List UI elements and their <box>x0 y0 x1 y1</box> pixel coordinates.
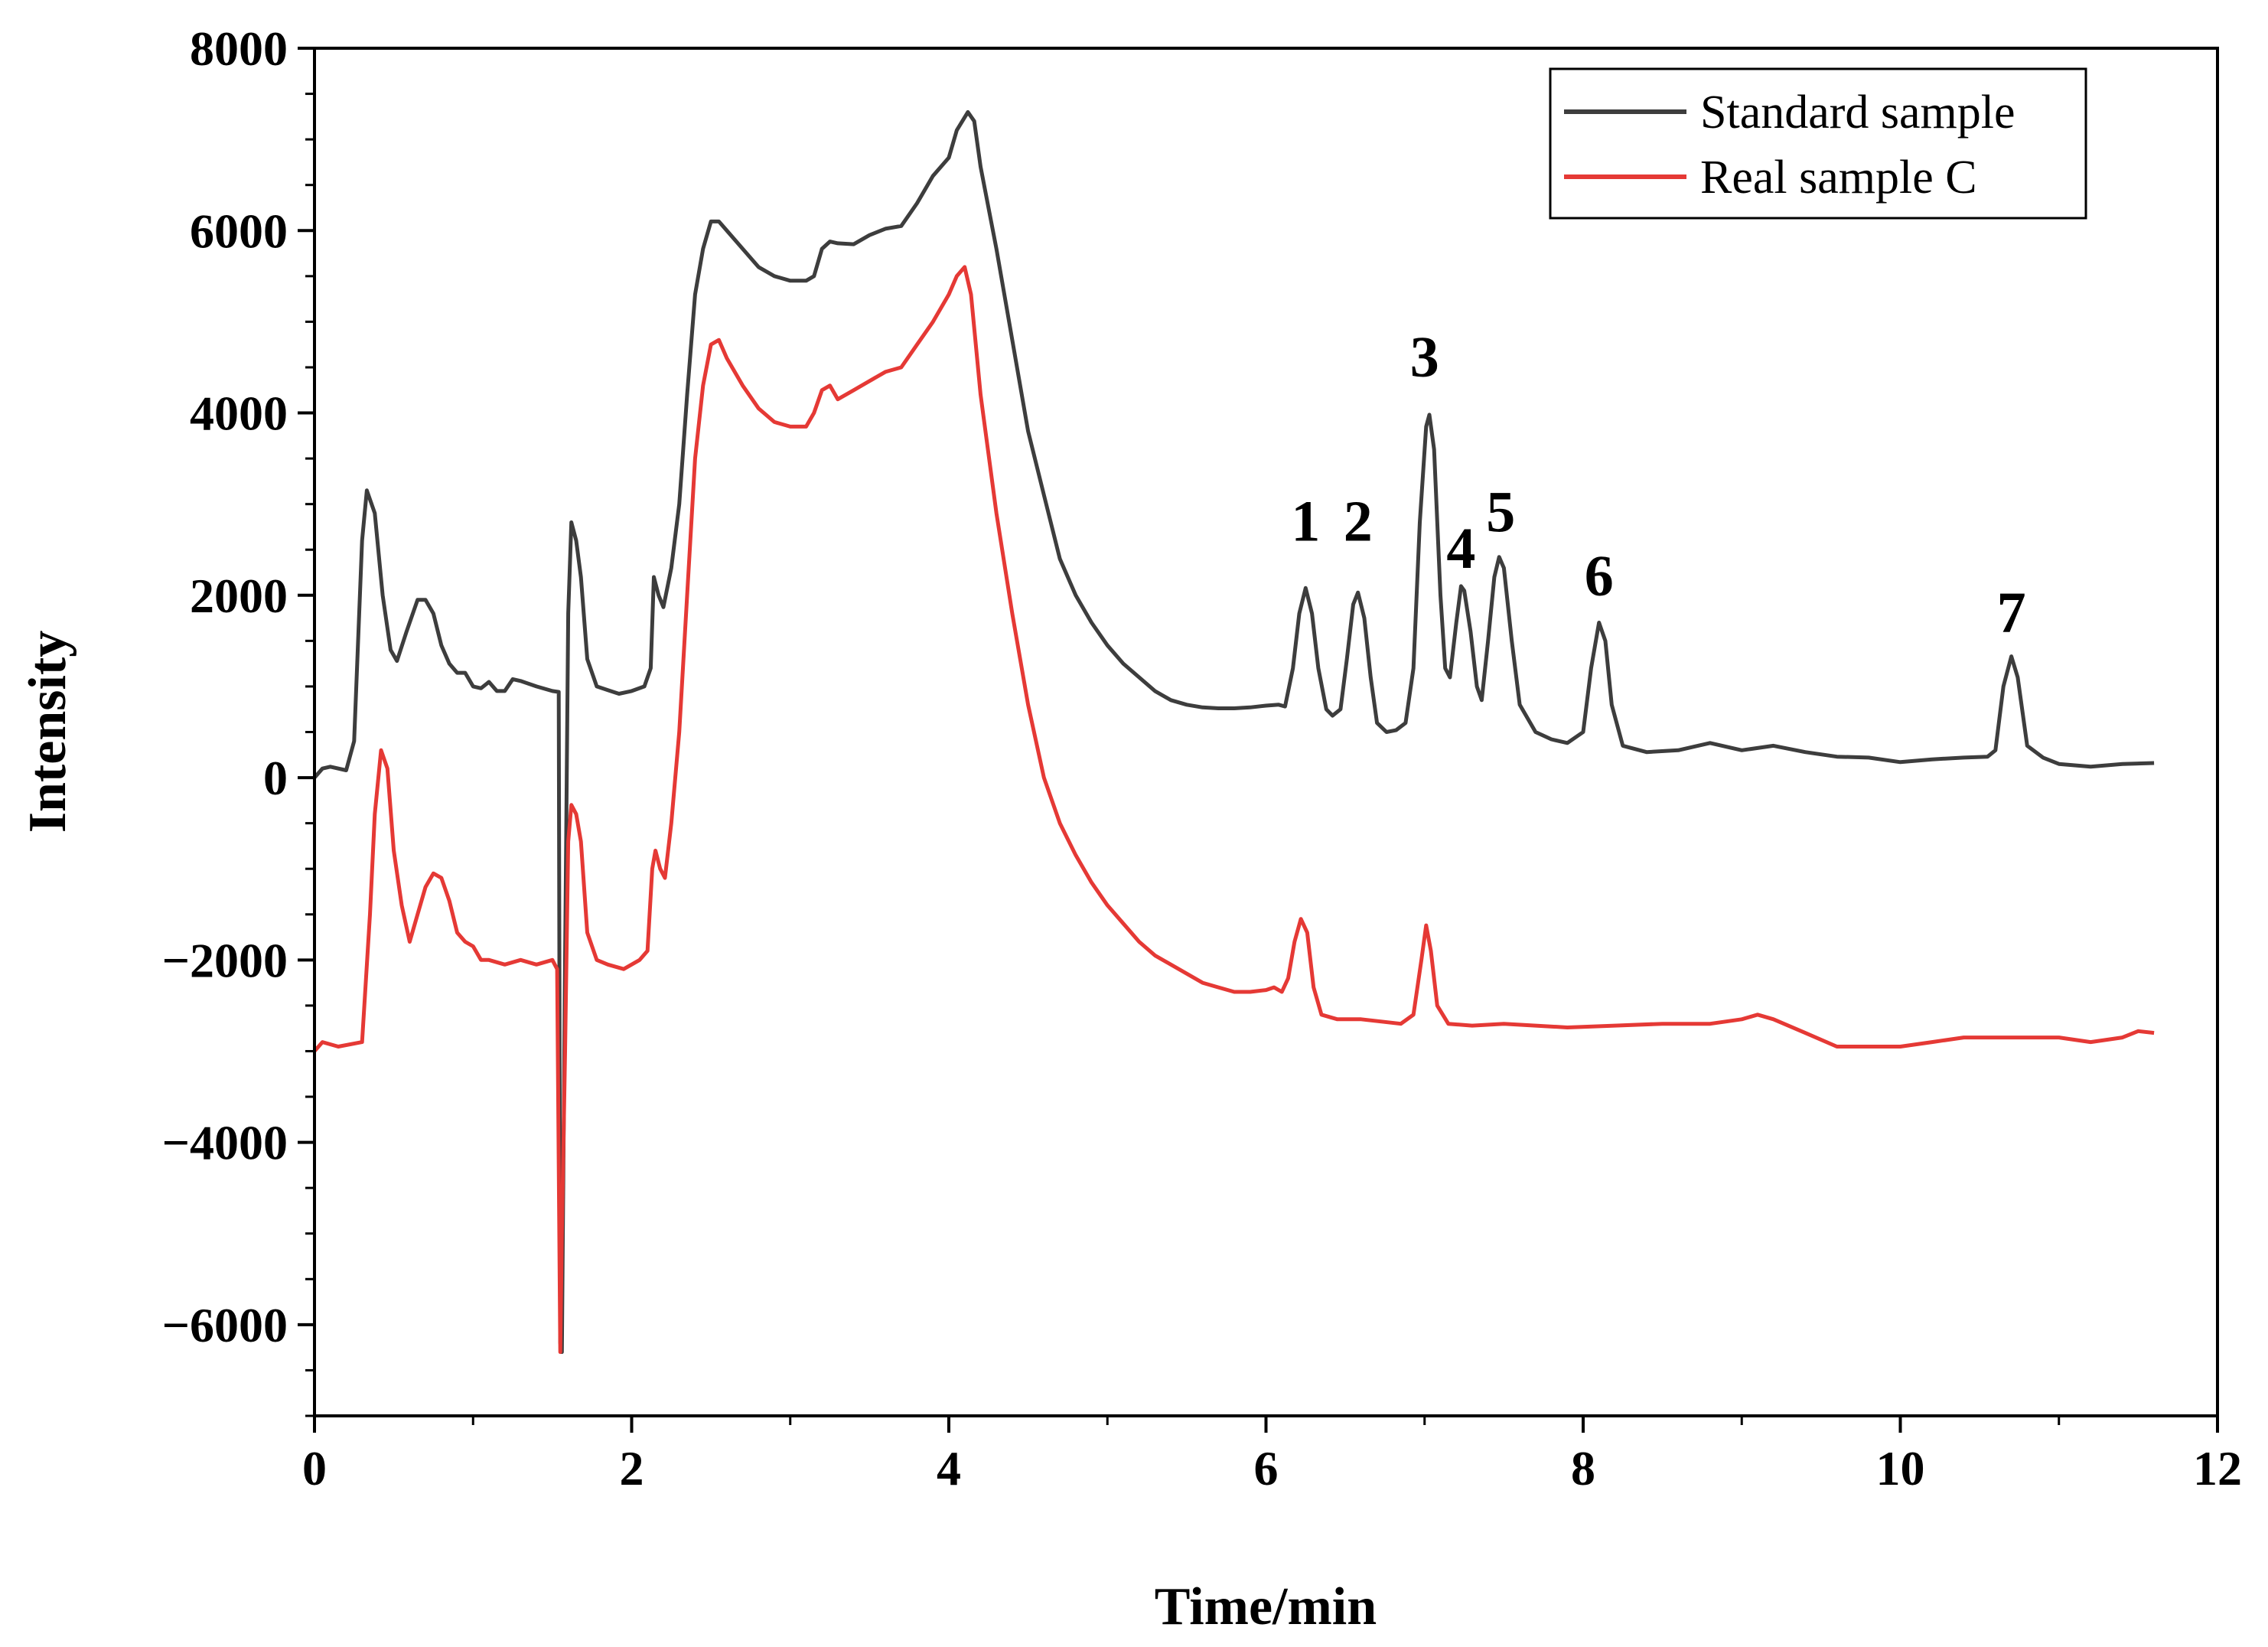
legend-box <box>1549 67 2087 220</box>
y-tick-label: −6000 <box>162 1298 288 1352</box>
y-tick-label: 2000 <box>190 569 288 623</box>
peak-label-3: 3 <box>1410 325 1439 390</box>
x-tick-label: 10 <box>1876 1441 1925 1495</box>
peak-label-1: 1 <box>1291 489 1320 553</box>
series-line-standard-sample <box>313 109 2155 1355</box>
y-tick-label: 4000 <box>190 386 288 441</box>
peak-label-7: 7 <box>1997 580 2026 644</box>
legend-label-standard-sample: Standard sample <box>1700 86 2015 139</box>
peak-label-6: 6 <box>1585 544 1614 608</box>
x-tick-label: 12 <box>2193 1441 2242 1495</box>
x-tick-label: 4 <box>937 1441 961 1495</box>
y-tick-label: −4000 <box>162 1116 288 1170</box>
x-tick-label: 0 <box>302 1441 327 1495</box>
y-tick-label: 6000 <box>190 204 288 258</box>
peak-label-5: 5 <box>1486 480 1515 544</box>
series-layer <box>313 109 2155 1355</box>
legend-label-real-sample-c: Real sample C <box>1700 152 1977 204</box>
y-tick-label: −2000 <box>162 933 288 987</box>
y-tick-label: 8000 <box>190 21 288 76</box>
peak-label-4: 4 <box>1446 517 1475 581</box>
y-tick-label: 0 <box>263 751 288 805</box>
legend: Standard sample Real sample C <box>1549 67 2087 220</box>
x-tick-label: 8 <box>1571 1441 1595 1495</box>
y-axis: −6000 −4000 −2000 0 2000 4000 6000 8000 <box>162 21 314 1417</box>
x-axis: 0 2 4 6 8 10 12 <box>302 1416 2242 1495</box>
x-tick-label: 6 <box>1254 1441 1279 1495</box>
annotation-layer: 1 2 3 45 6 7 <box>1291 325 2025 645</box>
plot-area-frame <box>313 47 2219 1417</box>
series-line-real-sample-c <box>313 265 2155 1355</box>
x-tick-label: 2 <box>620 1441 644 1495</box>
y-axis-title: Intensity <box>18 631 77 833</box>
x-axis-title: Time/min <box>1155 1577 1377 1636</box>
peak-label-2: 2 <box>1344 489 1373 553</box>
